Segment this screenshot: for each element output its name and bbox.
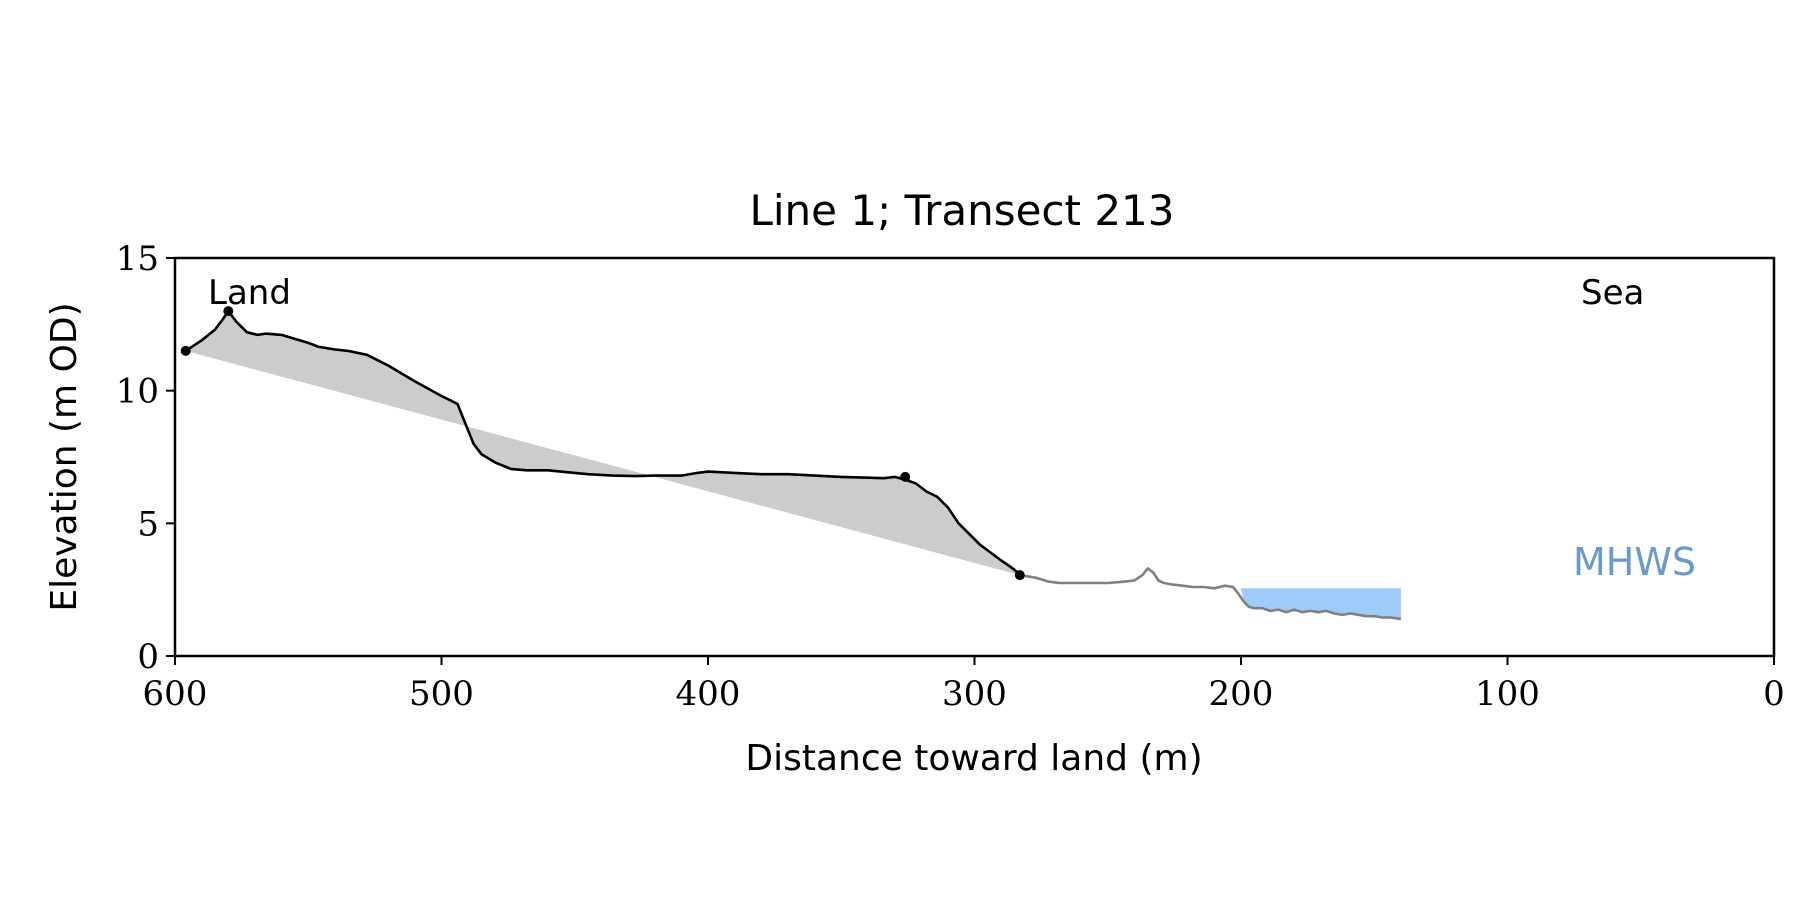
mhws-band — [1241, 588, 1401, 619]
profile-marker — [900, 471, 911, 482]
plot-area — [180, 306, 1402, 621]
mhws-label: MHWS — [1573, 540, 1696, 584]
y-axis-label: Elevation (m OD) — [44, 302, 85, 611]
y-tick-label: 0 — [137, 637, 159, 677]
profile-line — [184, 309, 1021, 577]
x-tick-label: 500 — [409, 674, 474, 714]
profile-marker — [180, 345, 191, 356]
profile-marker — [1014, 570, 1025, 581]
axis-ticks: 600 500 400 300 200 100 0 0 5 10 15 — [116, 239, 1785, 714]
x-tick-label: 600 — [143, 674, 208, 714]
axes-frame — [173, 256, 1776, 658]
x-tick-label: 0 — [1763, 674, 1785, 714]
x-tick-label: 400 — [676, 674, 741, 714]
profile-fill-area — [185, 311, 1020, 576]
y-tick-label: 5 — [137, 504, 159, 544]
y-tick-label: 15 — [116, 239, 159, 279]
x-tick-label: 300 — [942, 674, 1007, 714]
chart-title: Line 1; Transect 213 — [749, 186, 1174, 235]
land-label: Land — [208, 273, 291, 313]
x-axis-label: Distance toward land (m) — [745, 738, 1202, 779]
sea-label: Sea — [1581, 273, 1644, 313]
foreshore-line — [1019, 567, 1402, 621]
x-tick-label: 200 — [1209, 674, 1274, 714]
x-tick-label: 100 — [1475, 674, 1540, 714]
y-tick-label: 10 — [116, 372, 159, 412]
profile-marker — [223, 306, 234, 317]
